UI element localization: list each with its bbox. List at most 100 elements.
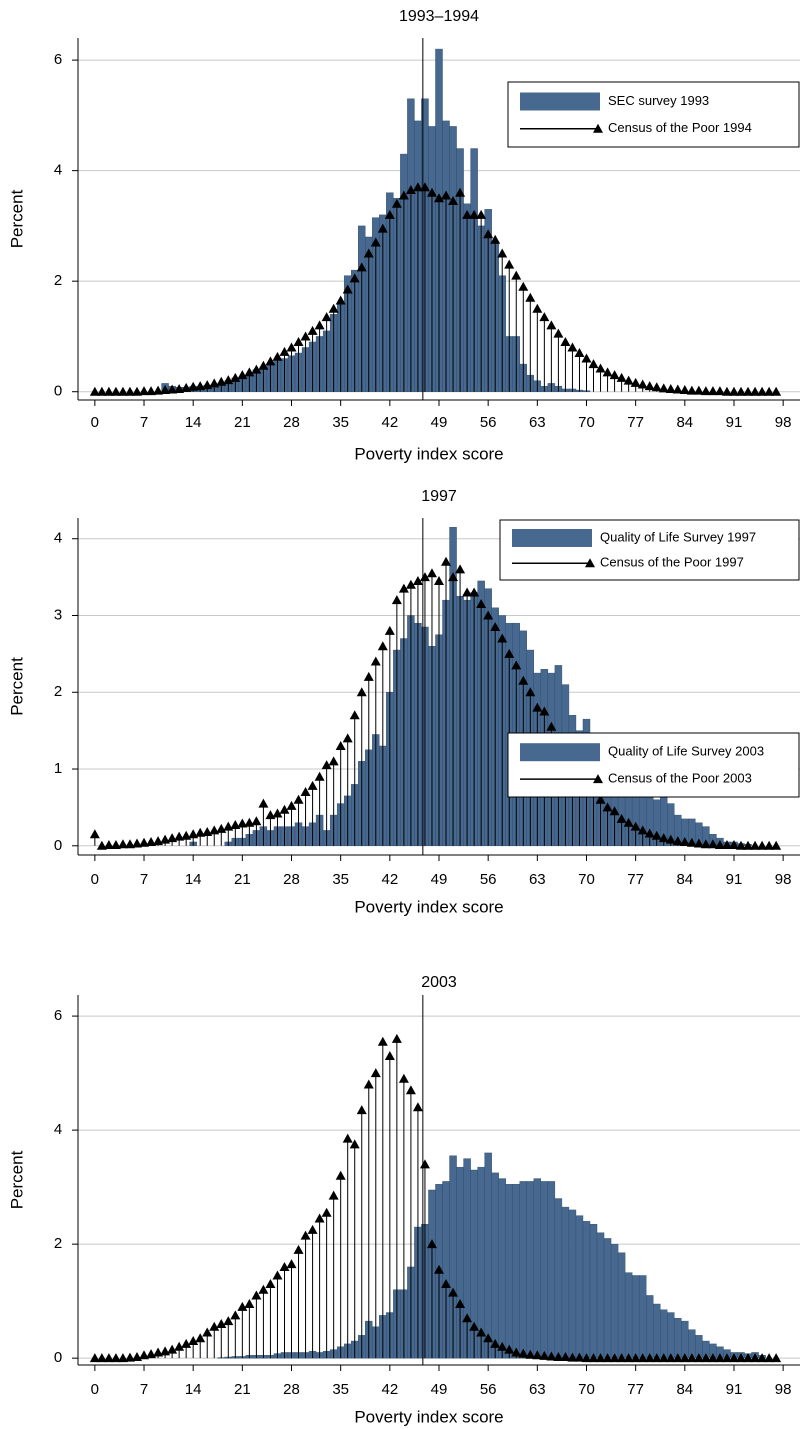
triangle-marker <box>230 820 241 830</box>
triangle-marker <box>651 1353 662 1363</box>
triangle-marker <box>483 229 494 239</box>
bar <box>617 1252 626 1359</box>
triangle-marker <box>377 1036 388 1046</box>
bar <box>484 1152 492 1359</box>
triangle-marker <box>160 834 171 844</box>
x-tick-label: 84 <box>676 871 693 888</box>
x-tick-label: 70 <box>578 1381 595 1398</box>
legend-marker <box>585 558 595 568</box>
triangle-marker <box>434 575 444 585</box>
triangle-marker <box>672 836 683 846</box>
x-tick-label: 14 <box>185 871 202 888</box>
triangle-marker <box>258 798 269 808</box>
triangle-marker <box>349 273 360 283</box>
triangle-marker <box>455 1298 466 1308</box>
triangle-marker <box>251 1290 262 1300</box>
triangle-marker <box>686 385 697 395</box>
triangle-marker <box>483 1333 494 1343</box>
bar <box>512 1184 520 1359</box>
triangle-marker <box>616 1353 627 1363</box>
triangle-marker <box>764 1353 775 1363</box>
y-tick-label: 6 <box>54 1007 62 1024</box>
triangle-marker <box>595 363 606 373</box>
triangle-marker <box>602 1353 613 1363</box>
bar <box>631 1275 640 1359</box>
triangle-marker <box>644 828 655 838</box>
triangle-marker <box>202 826 213 836</box>
triangle-marker <box>124 839 135 849</box>
x-tick-label: 84 <box>676 1381 693 1398</box>
triangle-marker <box>384 209 395 219</box>
triangle-marker <box>434 193 444 203</box>
y-tick-label: 3 <box>54 606 62 623</box>
bar <box>491 1172 499 1359</box>
bar <box>498 1178 506 1359</box>
triangle-marker <box>623 817 634 827</box>
bar <box>589 1223 598 1359</box>
triangle-marker <box>96 840 107 850</box>
y-tick-label: 0 <box>54 837 62 854</box>
triangle-marker <box>525 687 536 697</box>
triangle-marker <box>363 671 374 681</box>
triangle-marker <box>181 830 192 840</box>
triangle-marker <box>335 295 346 305</box>
triangle-marker <box>686 1353 697 1363</box>
triangle-marker <box>721 840 732 850</box>
x-tick-label: 98 <box>775 414 792 431</box>
triangle-marker <box>497 248 508 258</box>
triangle-marker <box>230 372 241 382</box>
y-tick-label: 2 <box>54 272 62 289</box>
triangle-marker <box>131 1352 142 1362</box>
triangle-marker <box>525 1349 536 1359</box>
triangle-marker <box>637 379 648 389</box>
triangle-marker <box>202 1327 213 1337</box>
triangle-marker <box>265 356 276 366</box>
x-tick-label: 77 <box>627 1381 644 1398</box>
triangle-marker <box>658 383 669 393</box>
triangle-marker <box>602 802 613 812</box>
triangle-marker <box>462 209 473 219</box>
triangle-marker <box>384 1051 395 1061</box>
triangle-marker <box>743 1353 754 1363</box>
triangle-marker <box>391 1033 402 1043</box>
triangle-marker <box>342 1133 353 1143</box>
triangle-marker <box>539 312 550 322</box>
triangle-marker <box>223 1316 234 1326</box>
triangle-marker <box>139 386 150 396</box>
x-tick-label: 70 <box>578 871 595 888</box>
triangle-marker <box>637 825 648 835</box>
triangle-marker <box>321 312 332 322</box>
triangle-marker <box>609 1353 620 1363</box>
triangle-marker <box>153 1347 164 1357</box>
triangle-marker <box>181 382 192 392</box>
triangle-marker <box>497 1341 508 1351</box>
triangle-marker <box>743 840 754 850</box>
triangle-marker <box>342 284 353 294</box>
triangle-marker <box>658 1353 669 1363</box>
triangle-marker <box>553 328 564 338</box>
bar <box>638 1275 647 1359</box>
triangle-marker <box>757 840 768 850</box>
bar <box>610 1243 619 1359</box>
triangle-marker <box>356 1105 367 1115</box>
triangle-marker <box>146 1349 157 1359</box>
triangle-marker <box>588 1353 599 1363</box>
triangle-marker <box>609 806 620 816</box>
x-tick-label: 91 <box>726 414 743 431</box>
triangle-marker <box>216 823 227 833</box>
bar <box>681 1320 689 1359</box>
triangle-marker <box>96 386 107 396</box>
x-tick-label: 77 <box>627 414 644 431</box>
triangle-marker <box>665 834 676 844</box>
triangle-marker <box>511 270 522 280</box>
chart-title: 2003 <box>421 974 457 991</box>
triangle-marker <box>574 348 585 358</box>
x-tick-label: 35 <box>332 871 349 888</box>
triangle-marker <box>686 837 697 847</box>
triangle-marker <box>462 587 473 597</box>
triangle-marker <box>434 1264 444 1274</box>
triangle-marker <box>223 821 234 831</box>
triangle-marker <box>349 1139 360 1149</box>
x-tick-label: 14 <box>185 414 202 431</box>
